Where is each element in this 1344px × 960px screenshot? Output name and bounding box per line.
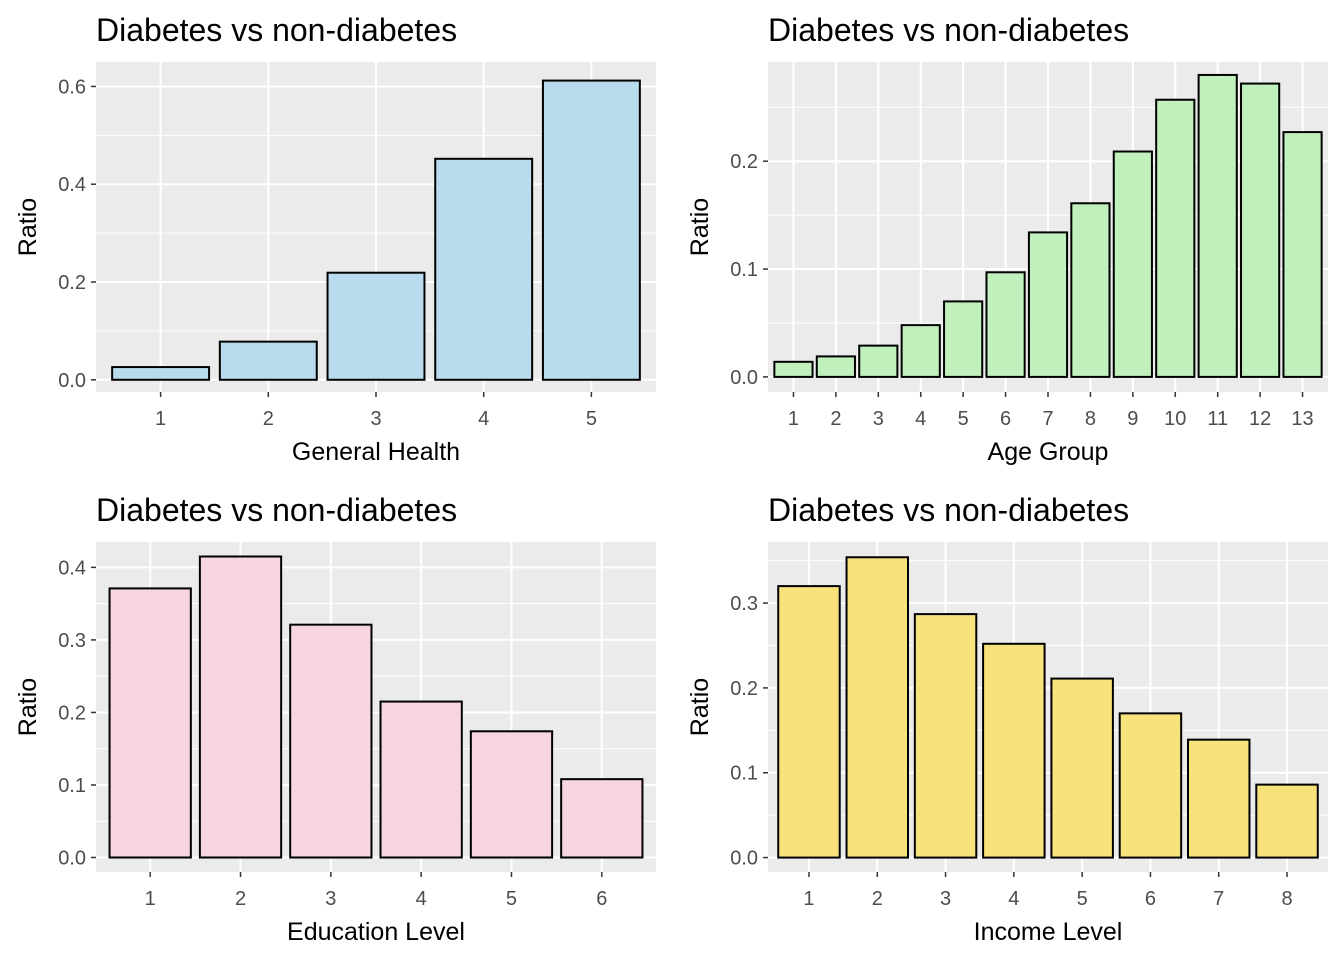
bar-1 (777, 585, 841, 859)
chart-panel-1: 0.0 0.2 0.4 0.6 1 2 3 4 5 Diabetes vs non-diabete… (14, 12, 656, 466)
y-tick-label: 0.1 (730, 763, 758, 785)
y-axis-title: Ratio (14, 678, 42, 736)
bar-12 (1240, 82, 1281, 378)
bar-6 (1118, 712, 1183, 859)
bar-4 (434, 157, 534, 381)
x-tick-label: 4 (915, 408, 926, 430)
x-tick-label: 11 (1207, 408, 1228, 430)
chart-panel-3: 0.0 0.1 0.2 0.3 0.4 1 2 3 4 5 6 Diabetes vs non-dia… (14, 492, 656, 946)
x-axis-title: Income Level (974, 918, 1123, 946)
x-tick-label: 3 (940, 888, 951, 910)
x-tick-label: 13 (1291, 408, 1313, 430)
bar-6 (985, 271, 1026, 378)
x-tick-label: 1 (155, 408, 166, 430)
y-tick-label: 0.0 (58, 847, 86, 869)
x-tick-label: 8 (1281, 888, 1292, 910)
x-tick-label: 1 (788, 408, 799, 430)
x-tick-label: 4 (416, 888, 427, 910)
x-tick-label: 3 (325, 888, 336, 910)
x-tick-label: 4 (478, 408, 489, 430)
y-tick-label: 0.2 (58, 272, 86, 294)
x-tick-label: 10 (1164, 408, 1186, 430)
y-axis-title: Ratio (686, 198, 714, 256)
bar-1 (773, 360, 814, 378)
bar-8 (1070, 202, 1111, 378)
bar-7 (1027, 231, 1069, 378)
y-tick-label: 0.2 (730, 678, 758, 700)
y-tick-label: 0.3 (58, 630, 86, 652)
bar-3 (289, 623, 373, 859)
y-tick-label: 0.3 (730, 593, 758, 615)
bar-2 (218, 340, 318, 381)
x-tick-label: 3 (370, 408, 381, 430)
x-tick-label: 8 (1085, 408, 1096, 430)
y-tick-label: 0.0 (730, 848, 758, 870)
x-axis-title: Age Group (988, 438, 1109, 466)
bar-6 (560, 778, 644, 859)
bar-4 (982, 642, 1046, 859)
x-tick-label: 1 (145, 888, 156, 910)
x-axis-title: Education Level (287, 918, 465, 946)
bar-5 (469, 730, 554, 859)
y-tick-label: 0.6 (58, 76, 86, 98)
bar-5 (943, 300, 984, 378)
y-tick-label: 0.2 (58, 702, 86, 724)
y-tick-label: 0.4 (58, 174, 86, 196)
x-tick-label: 9 (1127, 408, 1138, 430)
y-tick-label: 0.1 (730, 259, 758, 281)
bar-5 (541, 79, 641, 381)
bar-2 (845, 556, 909, 859)
chart-title: Diabetes vs non-diabetes (96, 12, 457, 48)
x-tick-label: 2 (235, 888, 246, 910)
x-tick-label: 6 (596, 888, 607, 910)
bar-2 (198, 555, 283, 859)
bar-7 (1187, 738, 1251, 859)
x-tick-label: 3 (873, 408, 884, 430)
y-axis-title: Ratio (14, 198, 42, 256)
chart-panel-4: 0.0 0.1 0.2 0.3 1 2 3 4 5 6 7 8 Diabetes vs non-diab… (686, 492, 1328, 946)
y-tick-label: 0.2 (730, 151, 758, 173)
bar-1 (111, 366, 211, 381)
bar-3 (326, 271, 426, 381)
bar-4 (900, 324, 941, 378)
bar-1 (108, 587, 192, 859)
x-tick-label: 7 (1042, 408, 1053, 430)
x-tick-label: 2 (872, 888, 883, 910)
chart-title: Diabetes vs non-diabetes (768, 492, 1129, 528)
bar-3 (858, 344, 899, 378)
x-tick-label: 2 (263, 408, 274, 430)
bar-11 (1197, 73, 1238, 378)
x-tick-label: 12 (1249, 408, 1271, 430)
x-axis-title: General Health (292, 438, 460, 466)
bar-3 (913, 613, 978, 859)
bar-4 (379, 700, 463, 859)
x-tick-label: 1 (803, 888, 814, 910)
bar-2 (815, 355, 856, 378)
y-tick-label: 0.1 (58, 775, 86, 797)
bar-13 (1282, 131, 1323, 378)
x-tick-label: 5 (1077, 888, 1088, 910)
chart-title: Diabetes vs non-diabetes (96, 492, 457, 528)
x-tick-label: 2 (830, 408, 841, 430)
bar-10 (1155, 98, 1196, 378)
x-tick-label: 7 (1213, 888, 1224, 910)
x-tick-label: 6 (1000, 408, 1011, 430)
chart-title: Diabetes vs non-diabetes (768, 12, 1129, 48)
bar-8 (1255, 783, 1319, 859)
bar-5 (1050, 677, 1114, 859)
x-tick-label: 5 (958, 408, 969, 430)
y-tick-label: 0.0 (730, 367, 758, 389)
x-tick-label: 4 (1008, 888, 1019, 910)
x-tick-label: 5 (506, 888, 517, 910)
y-axis-title: Ratio (686, 678, 714, 736)
x-tick-label: 5 (586, 408, 597, 430)
x-tick-label: 6 (1145, 888, 1156, 910)
y-tick-label: 0.0 (58, 370, 86, 392)
bar-9 (1112, 150, 1153, 378)
y-tick-label: 0.4 (58, 557, 86, 579)
